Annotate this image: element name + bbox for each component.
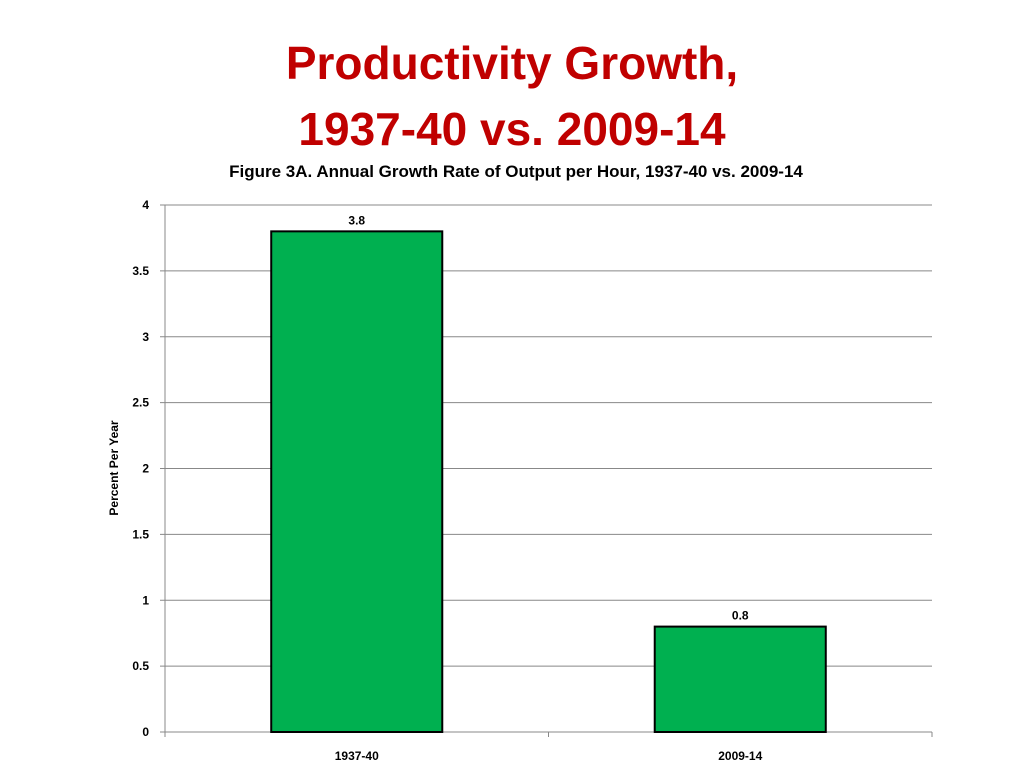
y-tick-label: 4 [142,198,149,212]
y-tick-label: 2.5 [132,396,149,410]
slide-title: Productivity Growth, 1937-40 vs. 2009-14 [0,30,1024,162]
x-tick-label: 2009-14 [718,749,762,763]
y-tick-label: 3 [142,330,149,344]
y-axis-label: Percent Per Year [107,420,121,516]
bar-1937-40 [270,230,444,733]
data-label: 3.8 [348,213,365,227]
label-layer: 3.8 1937-40 0.8 2009-14 [335,213,763,763]
data-label: 0.8 [732,609,749,623]
y-tick-label: 0.5 [132,659,149,673]
y-tick-label: 2 [142,462,149,476]
bar-layer [270,230,827,733]
y-tick-label: 3.5 [132,264,149,278]
x-tick-label: 1937-40 [335,749,379,763]
y-tick-label: 0 [142,725,149,739]
y-tick-label: 1.5 [132,527,149,541]
bar-2009-14 [653,625,827,733]
slide-title-line-1: Productivity Growth, [285,37,739,89]
y-tick-label: 1 [142,593,149,607]
chart-title: Figure 3A. Annual Growth Rate of Output … [229,162,803,181]
slide-title-line-2: 1937-40 vs. 2009-14 [298,103,726,155]
